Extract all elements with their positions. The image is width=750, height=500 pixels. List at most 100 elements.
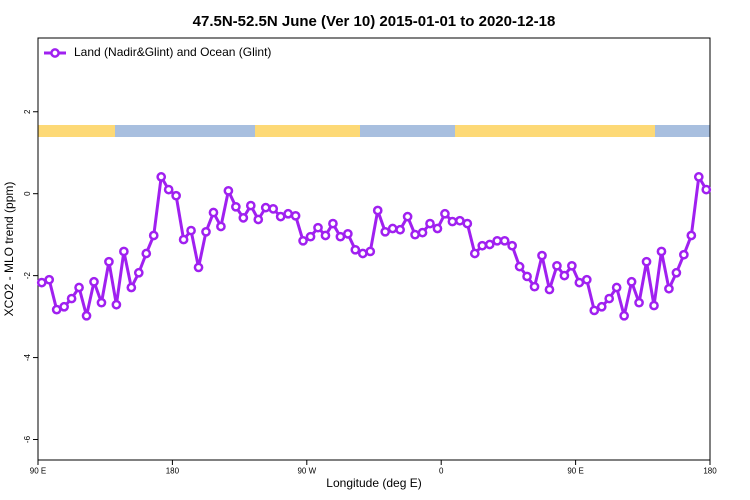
data-point — [193, 262, 204, 273]
legend-marker — [50, 48, 60, 58]
x-axis-label: Longitude (deg E) — [326, 476, 421, 490]
y-tick-label: -6 — [23, 435, 32, 443]
data-point — [581, 274, 592, 285]
data-point — [365, 246, 376, 257]
data-point — [469, 248, 480, 259]
ocean-band — [115, 125, 255, 137]
data-point — [440, 208, 450, 219]
data-point — [544, 284, 555, 295]
data-point — [693, 172, 704, 182]
y-axis-label: XCO2 - MLO trend (ppm) — [2, 182, 16, 317]
data-point — [44, 274, 55, 285]
land-band — [38, 125, 115, 137]
data-point — [253, 214, 264, 225]
data-point — [320, 230, 331, 241]
data-point — [492, 235, 503, 246]
data-point — [283, 208, 293, 219]
data-point — [514, 261, 525, 272]
x-tick-label: 90 E — [30, 467, 46, 476]
data-point — [664, 283, 674, 294]
x-tick-label: 90 E — [567, 467, 583, 476]
data-point — [119, 246, 129, 257]
data-point — [298, 235, 308, 246]
data-point — [611, 282, 622, 293]
data-point — [641, 256, 652, 267]
data-point — [380, 226, 391, 237]
data-point — [350, 244, 361, 255]
data-point — [649, 300, 659, 311]
data-point — [679, 249, 689, 260]
data-point — [462, 218, 473, 229]
data-point — [619, 310, 629, 321]
data-point — [141, 248, 152, 259]
data-point — [305, 231, 316, 242]
data-point — [74, 282, 84, 293]
data-point — [126, 282, 137, 293]
data-point — [372, 205, 383, 216]
data-point — [477, 240, 488, 251]
data-point — [178, 234, 189, 245]
data-point — [357, 248, 368, 259]
data-point — [260, 202, 271, 213]
data-point — [231, 201, 241, 212]
data-point — [163, 184, 174, 195]
land-band — [255, 125, 360, 137]
data-point — [499, 235, 510, 246]
data-point — [567, 260, 577, 271]
data-point — [574, 277, 585, 288]
data-point — [111, 299, 122, 310]
data-point — [36, 277, 47, 288]
data-point — [596, 301, 607, 312]
data-point — [148, 230, 159, 241]
data-point — [238, 213, 249, 223]
data-point — [686, 230, 697, 241]
data-point — [223, 185, 234, 196]
data-point — [626, 276, 637, 287]
data-point — [656, 246, 667, 257]
data-point — [66, 293, 77, 304]
data-point — [604, 293, 615, 304]
data-point — [455, 215, 465, 226]
data-point — [395, 224, 405, 235]
data-point — [335, 231, 346, 242]
data-point — [537, 250, 547, 261]
data-point — [425, 218, 435, 229]
data-point — [89, 276, 99, 287]
data-point — [387, 223, 398, 234]
data-point — [59, 301, 69, 312]
x-tick-label: 90 W — [297, 467, 316, 476]
data-point — [51, 304, 62, 315]
land-band — [455, 125, 655, 137]
data-point — [290, 210, 301, 221]
data-point — [402, 211, 413, 222]
data-point — [634, 297, 644, 308]
data-point — [328, 218, 338, 229]
data-point — [171, 190, 181, 201]
data-point — [313, 222, 323, 233]
legend-label: Land (Nadir&Glint) and Ocean (Glint) — [74, 45, 271, 59]
data-point — [81, 310, 92, 321]
data-point — [186, 225, 196, 236]
chart-title: 47.5N-52.5N June (Ver 10) 2015-01-01 to … — [193, 13, 556, 30]
data-point — [671, 267, 682, 278]
y-tick-label: -4 — [23, 353, 32, 361]
data-point — [96, 297, 107, 308]
y-tick-label: -2 — [23, 272, 32, 280]
data-point — [559, 270, 570, 281]
ocean-band — [360, 125, 455, 137]
data-point — [522, 271, 532, 282]
data-point — [447, 216, 458, 227]
data-point — [104, 256, 114, 267]
data-point — [410, 229, 420, 240]
data-point — [589, 305, 600, 316]
x-tick-label: 180 — [166, 467, 180, 476]
x-tick-label: 180 — [703, 467, 717, 476]
data-point — [275, 211, 286, 222]
data-point — [343, 228, 353, 239]
x-tick-label: 0 — [439, 467, 444, 476]
data-point — [432, 223, 443, 234]
plot-frame — [37, 37, 711, 461]
data-point — [201, 226, 211, 237]
